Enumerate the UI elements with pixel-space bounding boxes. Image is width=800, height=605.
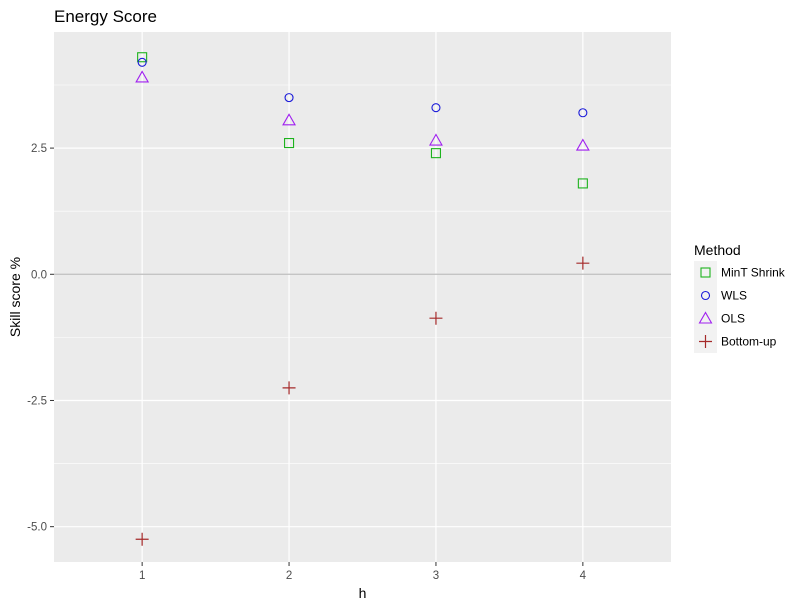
point-wls xyxy=(137,57,147,67)
plot-panel xyxy=(54,32,671,562)
point-ols xyxy=(429,133,443,146)
point-bottom-up xyxy=(282,381,296,395)
point-ols xyxy=(135,70,150,83)
x-tick-label: 3 xyxy=(433,570,439,582)
point-mint-shrink xyxy=(430,148,442,159)
legend-key-wls xyxy=(700,290,711,301)
legend-label-ols: OLS xyxy=(721,312,745,326)
point-ols xyxy=(575,138,590,151)
point-wls xyxy=(284,93,294,103)
point-ols xyxy=(282,113,296,126)
point-mint-shrink xyxy=(283,137,295,149)
legend-label-wls: WLS xyxy=(721,289,747,303)
point-wls xyxy=(578,108,588,118)
legend: Method MinT Shrink WLS OLS Bottom-up xyxy=(694,242,786,353)
legend-key-bottom-up xyxy=(699,335,712,348)
x-axis-title: h xyxy=(359,585,367,601)
legend-label-mint-shrink: MinT Shrink xyxy=(721,266,786,280)
x-tick-label: 4 xyxy=(580,570,587,582)
y-tick-label: 2.5 xyxy=(31,143,47,155)
y-axis-ticks: 2.5 0.0 -2.5 -5.0 xyxy=(27,143,54,534)
point-mint-shrink xyxy=(137,52,148,63)
legend-key-bg xyxy=(694,284,717,307)
legend-key-mint-shrink xyxy=(700,267,711,278)
x-tick-label: 1 xyxy=(139,570,145,582)
point-bottom-up xyxy=(429,311,443,325)
legend-key-bg xyxy=(694,307,717,330)
y-tick-label: -2.5 xyxy=(27,395,47,407)
legend-key-bg xyxy=(694,261,717,284)
legend-key-ols xyxy=(698,311,713,324)
y-tick-label: -5.0 xyxy=(27,522,47,534)
chart-title: Energy Score xyxy=(54,7,157,26)
legend-title: Method xyxy=(694,242,741,258)
data-points xyxy=(135,52,590,546)
y-axis-title: Skill score % xyxy=(7,257,23,337)
point-bottom-up xyxy=(576,256,590,270)
x-axis-ticks: 1 2 3 4 xyxy=(139,562,587,582)
x-tick-label: 2 xyxy=(286,570,292,582)
y-tick-label: 0.0 xyxy=(31,269,47,281)
legend-label-bottom-up: Bottom-up xyxy=(721,335,777,349)
point-mint-shrink xyxy=(577,178,588,189)
point-wls xyxy=(431,103,441,113)
point-bottom-up xyxy=(135,532,149,546)
